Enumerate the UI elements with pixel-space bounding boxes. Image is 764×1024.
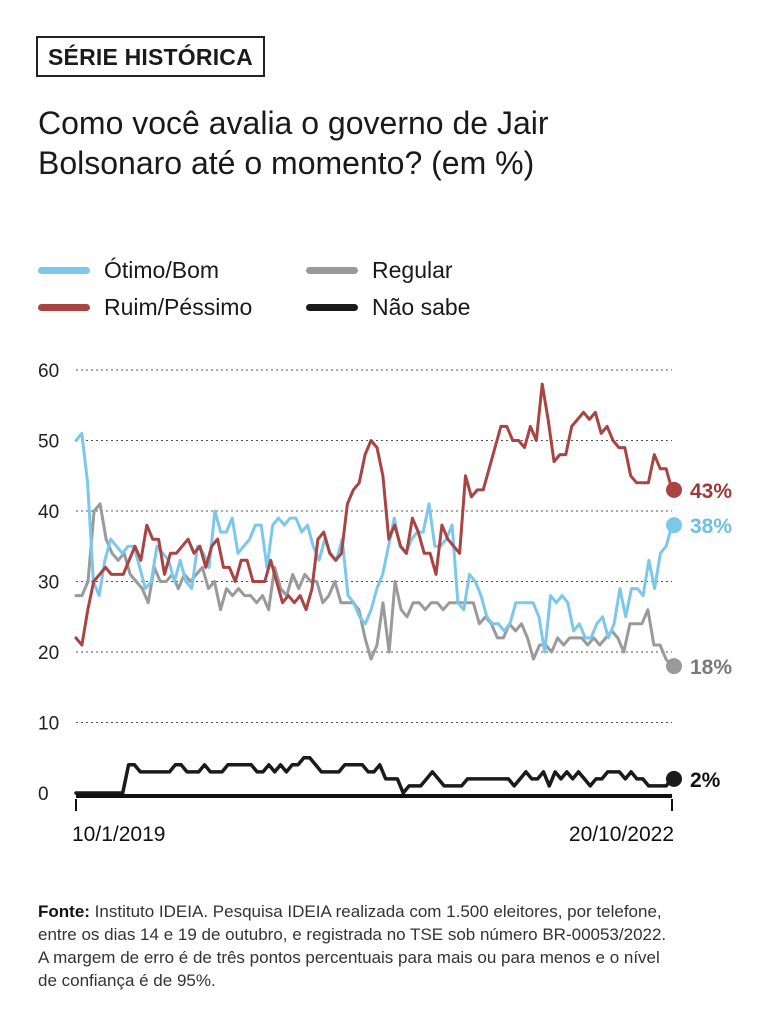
legend: Ótimo/Bom Regular Ruim/Péssimo Não sabe — [38, 252, 598, 332]
legend-item-otimo: Ótimo/Bom — [38, 252, 219, 288]
legend-swatch-ruim — [38, 303, 90, 311]
end-marker-otimo — [666, 517, 682, 534]
legend-label-otimo: Ótimo/Bom — [104, 256, 220, 283]
series-badge: SÉRIE HISTÓRICA — [36, 36, 265, 77]
y-tick-label-30: 30 — [38, 573, 59, 594]
y-tick-label-10: 10 — [38, 714, 59, 735]
legend-swatch-otimo — [38, 266, 90, 274]
x-label-start: 10/1/2019 — [72, 823, 165, 846]
y-tick-label-50: 50 — [38, 432, 59, 453]
legend-item-regular: Regular — [306, 252, 453, 288]
legend-swatch-nao-sabe — [306, 303, 358, 311]
legend-swatch-regular — [306, 266, 358, 274]
y-tick-label-20: 20 — [38, 643, 59, 664]
end-marker-ruim — [666, 481, 682, 498]
series-line-otimo — [74, 431, 674, 654]
end-label-ruim: 43% — [690, 480, 732, 503]
end-label-otimo: 38% — [690, 515, 732, 538]
y-tick-label-0: 0 — [38, 784, 49, 805]
y-tick-label-60: 60 — [38, 361, 59, 382]
end-marker-regular — [666, 658, 682, 675]
legend-item-nao-sabe: Não sabe — [306, 289, 470, 325]
chart-title: Como você avalia o governo de Jair Bolso… — [38, 105, 549, 181]
series-line-regular — [74, 502, 674, 668]
legend-label-ruim: Ruim/Péssimo — [104, 293, 253, 320]
end-label-regular: 18% — [690, 656, 732, 679]
line-chart: 0 10 20 30 40 50 60 18% 38% 43% 2% 10/1/2019 20/10/2… — [38, 361, 732, 846]
series-line-ruim — [74, 382, 674, 647]
x-label-end: 20/10/2022 — [569, 823, 674, 846]
end-label-nao_sabe: 2% — [690, 769, 721, 792]
legend-label-regular: Regular — [372, 256, 453, 283]
legend-item-ruim: Ruim/Péssimo — [38, 289, 252, 325]
source-label: Fonte: — [38, 902, 90, 921]
y-tick-label-40: 40 — [38, 502, 59, 523]
end-marker-nao_sabe — [666, 770, 682, 787]
legend-label-nao-sabe: Não sabe — [372, 293, 471, 320]
series-line-nao_sabe — [74, 756, 674, 795]
source-text: Instituto IDEIA. Pesquisa IDEIA realizad… — [38, 902, 667, 990]
source-note: Fonte: Instituto IDEIA. Pesquisa IDEIA r… — [38, 900, 678, 992]
